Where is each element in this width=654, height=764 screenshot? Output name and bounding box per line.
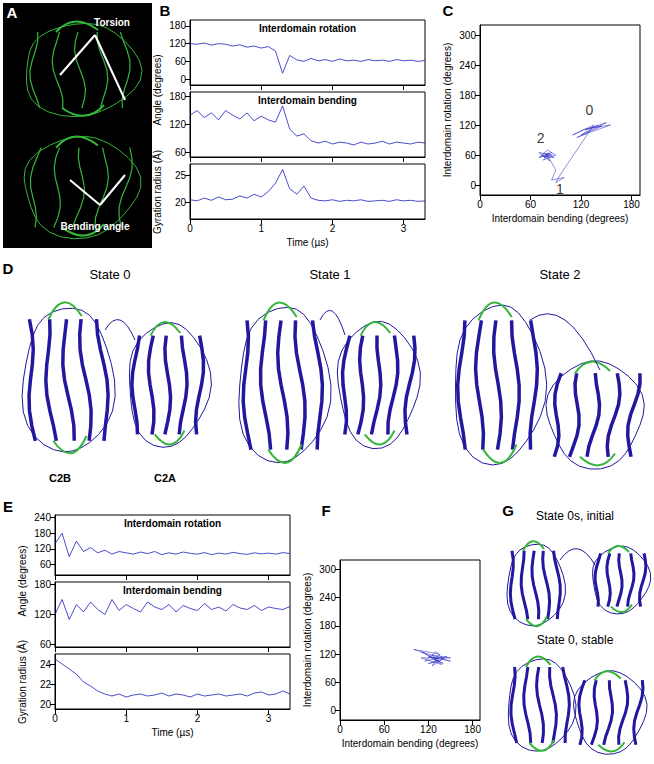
svg-text:Angle (degrees): Angle (degrees) xyxy=(152,54,163,125)
svg-text:0: 0 xyxy=(477,199,483,210)
svg-text:0: 0 xyxy=(470,180,476,191)
svg-text:60: 60 xyxy=(379,724,391,735)
svg-text:E: E xyxy=(3,498,13,515)
svg-text:1: 1 xyxy=(556,181,564,197)
svg-text:60: 60 xyxy=(465,150,477,161)
svg-text:State 0, stable: State 0, stable xyxy=(537,633,614,647)
svg-text:D: D xyxy=(3,260,14,277)
svg-text:Time (µs): Time (µs) xyxy=(286,237,328,248)
svg-text:300: 300 xyxy=(319,564,336,575)
svg-text:180: 180 xyxy=(34,579,51,590)
svg-text:Angle (degrees): Angle (degrees) xyxy=(17,545,28,616)
svg-text:120: 120 xyxy=(573,199,590,210)
svg-text:Interdomain rotation (degrees): Interdomain rotation (degrees) xyxy=(442,43,453,178)
svg-text:60: 60 xyxy=(40,559,52,570)
svg-text:180: 180 xyxy=(464,724,481,735)
svg-text:60: 60 xyxy=(175,56,187,67)
svg-text:Interdomain bending (degrees): Interdomain bending (degrees) xyxy=(492,213,629,224)
svg-text:Interdomain bending: Interdomain bending xyxy=(123,585,222,596)
svg-text:Interdomain rotation: Interdomain rotation xyxy=(124,518,221,529)
svg-text:20: 20 xyxy=(40,699,52,710)
svg-text:A: A xyxy=(7,4,18,21)
svg-text:C2A: C2A xyxy=(154,472,176,484)
svg-text:Interdomain bending (degrees): Interdomain bending (degrees) xyxy=(342,738,479,749)
svg-text:Interdomain rotation (degrees): Interdomain rotation (degrees) xyxy=(302,573,313,708)
svg-text:Gyration radius (Å): Gyration radius (Å) xyxy=(151,150,163,234)
svg-text:120: 120 xyxy=(169,38,186,49)
svg-text:1: 1 xyxy=(258,223,264,234)
svg-text:180: 180 xyxy=(169,91,186,102)
svg-text:240: 240 xyxy=(34,512,51,523)
svg-text:120: 120 xyxy=(420,724,437,735)
svg-text:20: 20 xyxy=(175,197,187,208)
svg-text:120: 120 xyxy=(459,120,476,131)
svg-text:60: 60 xyxy=(325,677,337,688)
svg-text:180: 180 xyxy=(459,90,476,101)
svg-text:G: G xyxy=(502,502,514,519)
svg-text:0: 0 xyxy=(187,223,193,234)
svg-text:State 2: State 2 xyxy=(539,267,580,282)
svg-text:120: 120 xyxy=(169,119,186,130)
svg-text:0: 0 xyxy=(330,705,336,716)
svg-text:60: 60 xyxy=(525,199,537,210)
svg-text:60: 60 xyxy=(40,639,52,650)
svg-text:0: 0 xyxy=(586,102,594,118)
svg-text:Interdomain bending: Interdomain bending xyxy=(258,95,357,106)
svg-text:0: 0 xyxy=(52,713,58,724)
svg-text:C2B: C2B xyxy=(49,472,71,484)
svg-text:2: 2 xyxy=(195,713,201,724)
svg-text:3: 3 xyxy=(401,223,407,234)
svg-text:Time (µs): Time (µs) xyxy=(151,727,193,738)
svg-text:F: F xyxy=(321,502,330,519)
svg-text:3: 3 xyxy=(266,713,272,724)
svg-text:Torsion: Torsion xyxy=(94,17,130,28)
svg-text:2: 2 xyxy=(537,130,545,146)
svg-text:State 0s, initial: State 0s, initial xyxy=(536,509,614,523)
svg-text:120: 120 xyxy=(319,649,336,660)
svg-text:Bending angle: Bending angle xyxy=(61,221,130,232)
svg-text:25: 25 xyxy=(175,170,187,181)
svg-text:0: 0 xyxy=(180,74,186,85)
svg-text:120: 120 xyxy=(34,543,51,554)
svg-text:180: 180 xyxy=(319,620,336,631)
svg-text:180: 180 xyxy=(169,20,186,31)
svg-text:C: C xyxy=(443,2,454,19)
svg-text:180: 180 xyxy=(34,528,51,539)
svg-text:22: 22 xyxy=(40,679,52,690)
svg-text:60: 60 xyxy=(175,147,187,158)
svg-text:B: B xyxy=(160,2,171,19)
svg-text:300: 300 xyxy=(459,30,476,41)
svg-text:Interdomain rotation: Interdomain rotation xyxy=(259,23,356,34)
svg-text:Gyration radius (Å): Gyration radius (Å) xyxy=(16,640,28,724)
svg-text:1: 1 xyxy=(123,713,129,724)
svg-text:State 1: State 1 xyxy=(309,267,350,282)
svg-text:120: 120 xyxy=(34,609,51,620)
svg-text:240: 240 xyxy=(319,592,336,603)
svg-text:24: 24 xyxy=(40,659,52,670)
svg-text:2: 2 xyxy=(330,223,336,234)
svg-text:State 0: State 0 xyxy=(89,267,130,282)
svg-text:0: 0 xyxy=(337,724,343,735)
svg-text:180: 180 xyxy=(623,199,640,210)
svg-text:240: 240 xyxy=(459,60,476,71)
